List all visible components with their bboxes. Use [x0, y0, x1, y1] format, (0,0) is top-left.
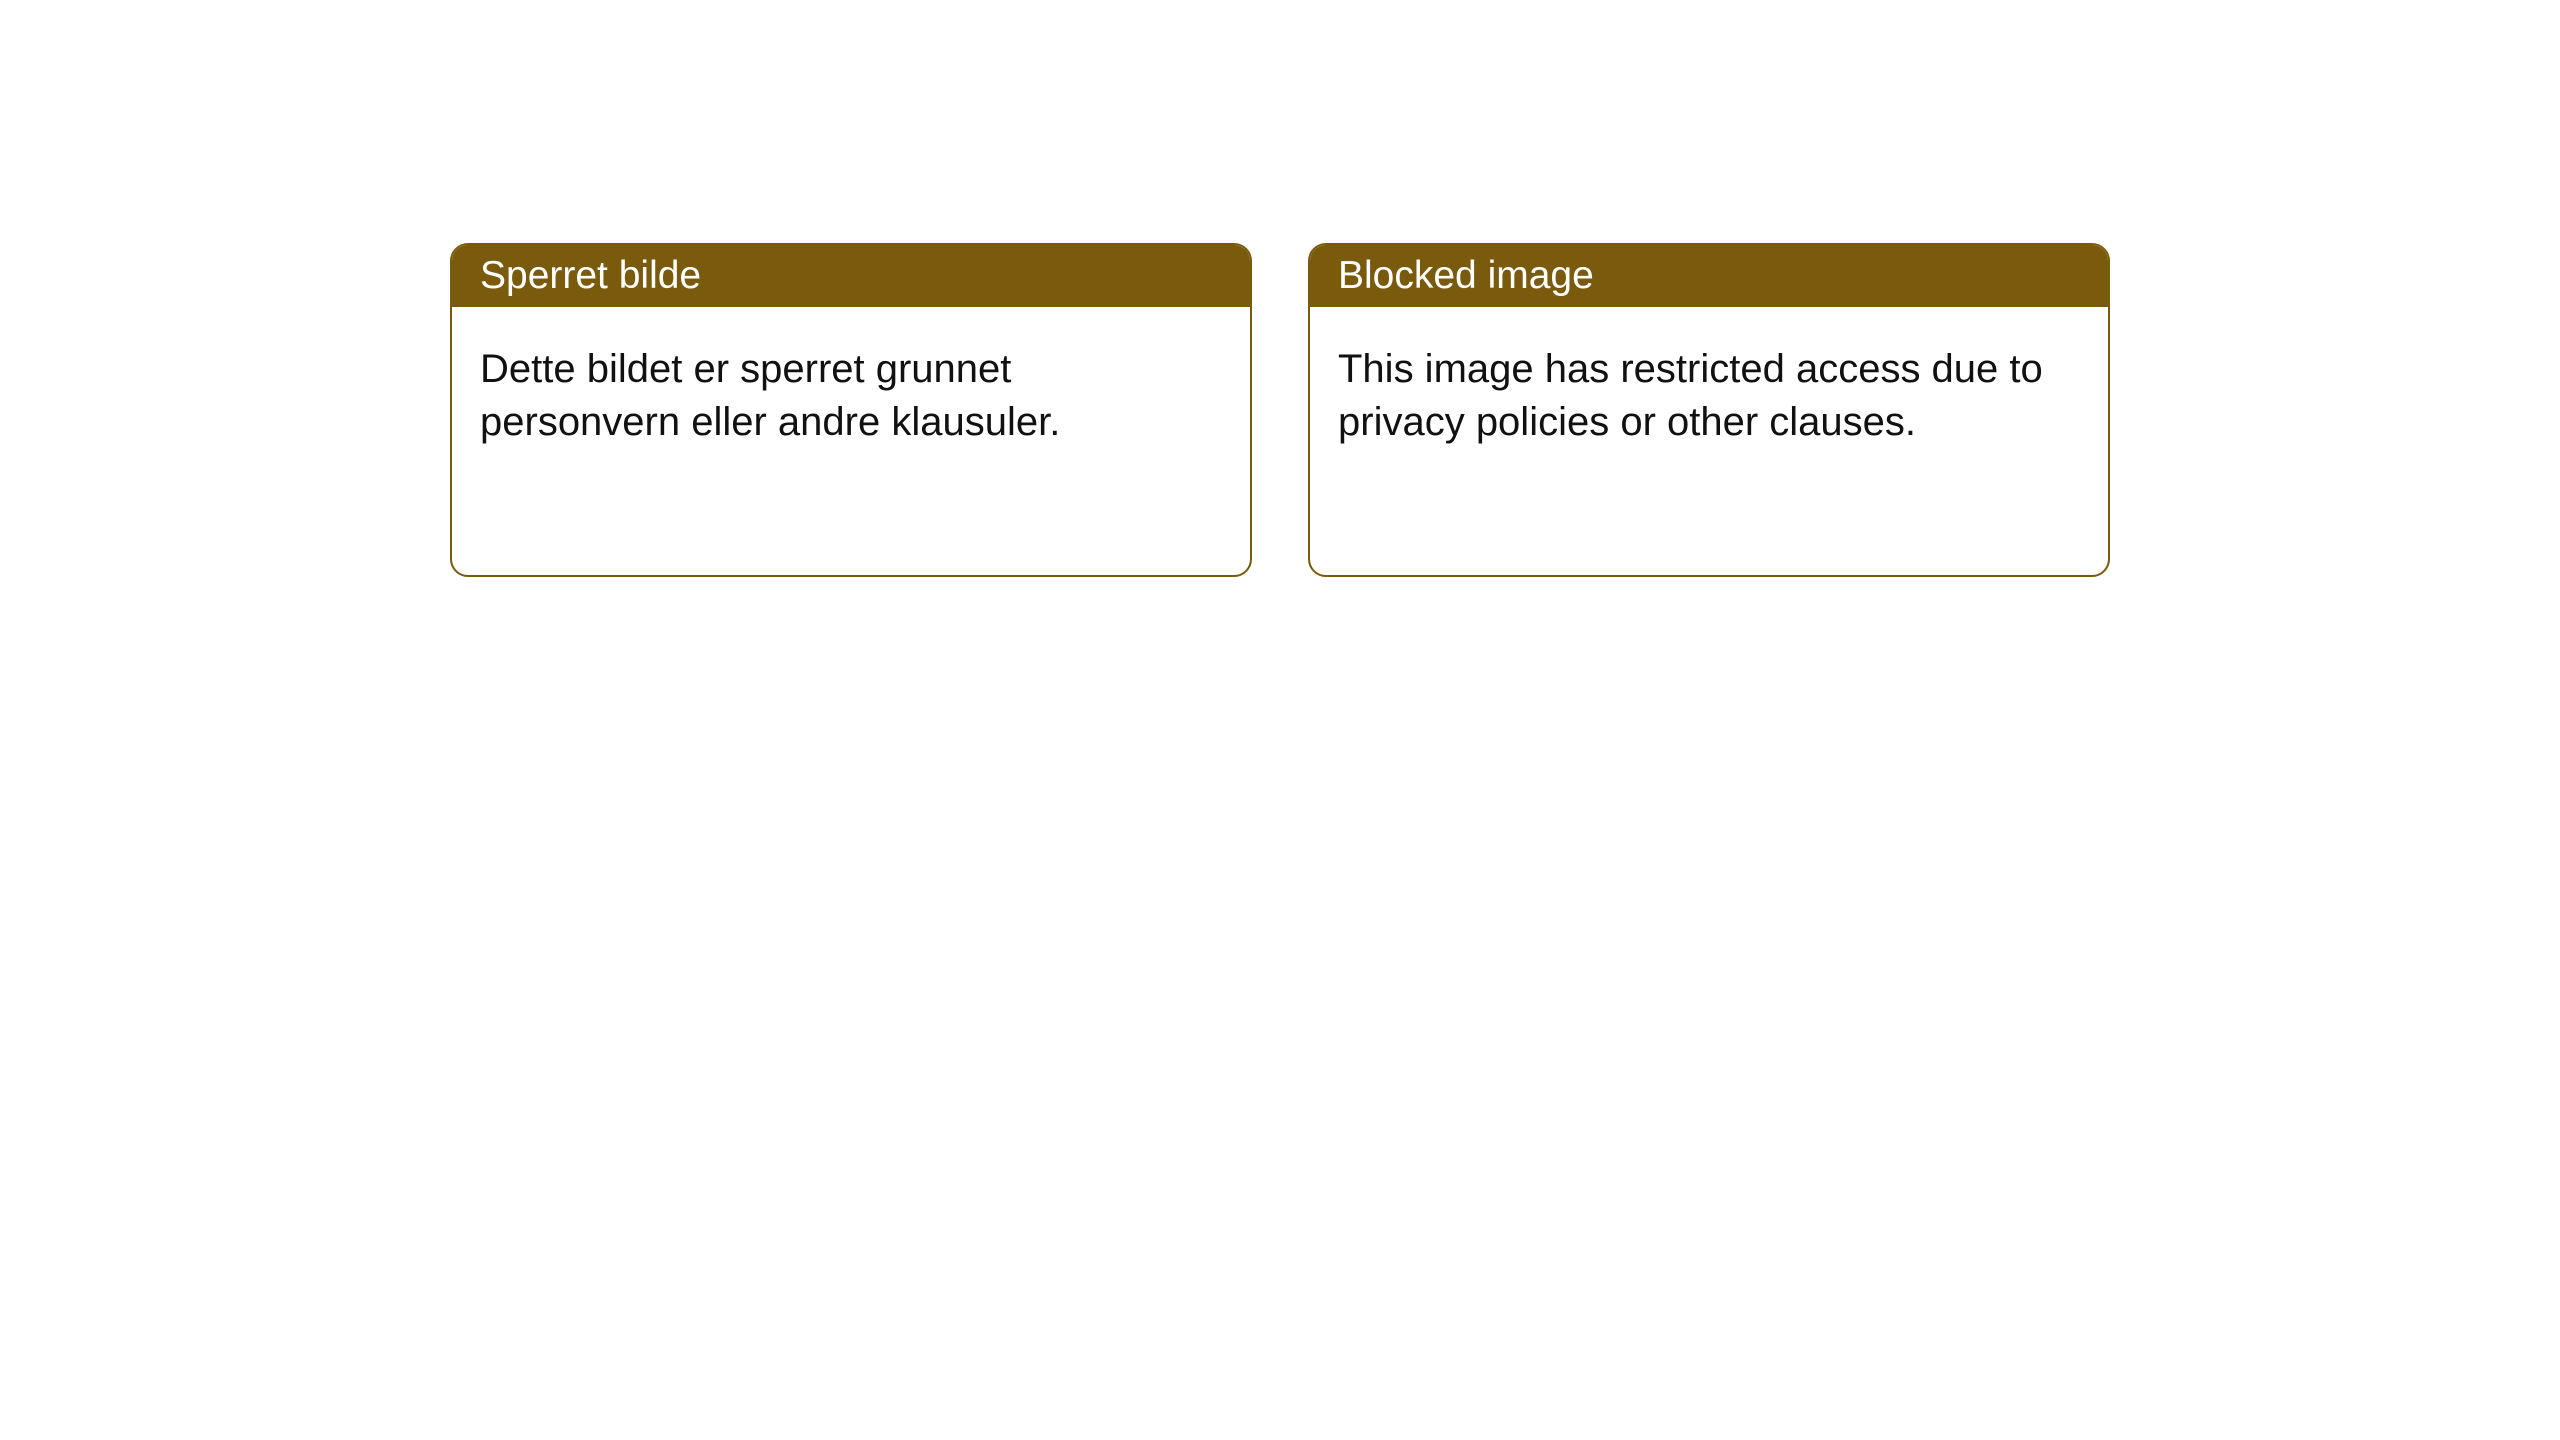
notice-body: Dette bildet er sperret grunnet personve… [452, 307, 1250, 485]
notice-container: Sperret bilde Dette bildet er sperret gr… [0, 0, 2560, 577]
notice-title: Blocked image [1310, 245, 2108, 307]
notice-title: Sperret bilde [452, 245, 1250, 307]
notice-card-english: Blocked image This image has restricted … [1308, 243, 2110, 577]
notice-body: This image has restricted access due to … [1310, 307, 2108, 485]
notice-card-norwegian: Sperret bilde Dette bildet er sperret gr… [450, 243, 1252, 577]
